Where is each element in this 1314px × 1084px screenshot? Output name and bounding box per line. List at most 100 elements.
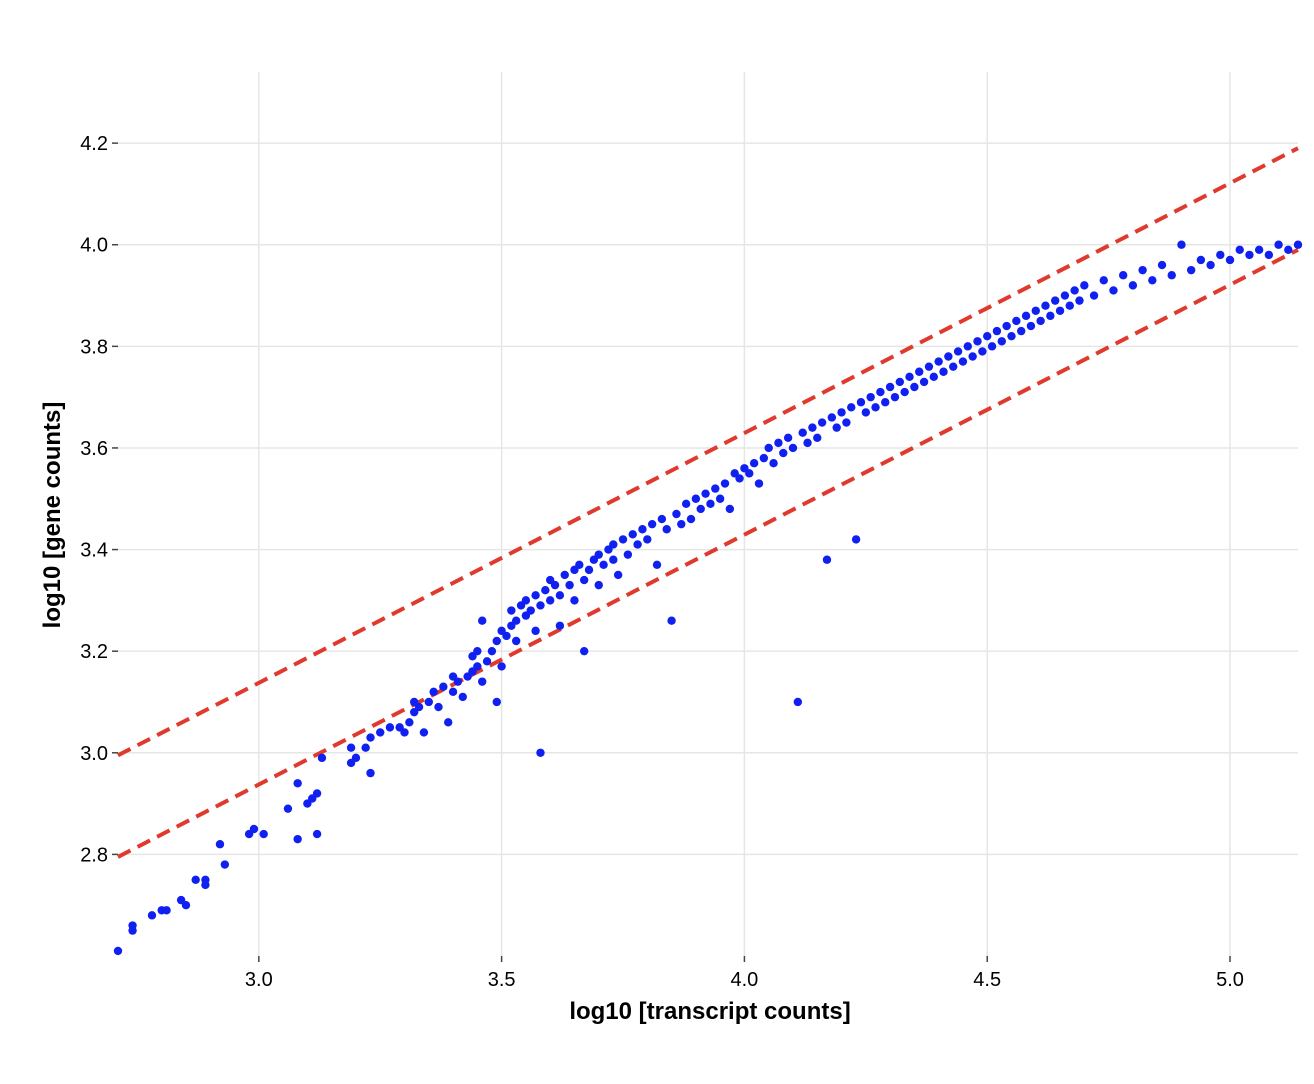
scatter-point bbox=[545, 596, 555, 605]
scatter-point bbox=[677, 519, 686, 529]
x-tick-label: 3.5 bbox=[488, 969, 516, 991]
scatter-point bbox=[439, 682, 448, 691]
scatter-point bbox=[958, 357, 968, 366]
scatter-point bbox=[934, 357, 943, 366]
scatter-point bbox=[473, 662, 482, 671]
scatter-point bbox=[1225, 255, 1235, 265]
scatter-point bbox=[910, 382, 919, 392]
scatter-point bbox=[1235, 245, 1244, 255]
scatter-point bbox=[1118, 271, 1128, 280]
scatter-point bbox=[895, 377, 905, 387]
scatter-point bbox=[788, 443, 798, 453]
scatter-point bbox=[1274, 240, 1283, 249]
scatter-point bbox=[560, 570, 569, 580]
data-points bbox=[113, 240, 1303, 956]
scatter-point bbox=[283, 804, 293, 813]
scatter-point bbox=[924, 362, 934, 371]
scatter-point bbox=[706, 499, 715, 509]
scatter-point bbox=[774, 438, 783, 448]
scatter-point bbox=[652, 560, 662, 570]
scatter-point bbox=[1216, 250, 1225, 260]
scatter-point bbox=[579, 646, 589, 656]
scatter-point bbox=[444, 718, 453, 727]
scatter-point bbox=[803, 438, 812, 448]
scatter-point bbox=[1051, 296, 1060, 305]
scatter-point bbox=[594, 580, 603, 590]
scatter-point bbox=[414, 702, 424, 712]
y-tick-label: 2.8 bbox=[80, 844, 108, 866]
scatter-point bbox=[783, 433, 793, 442]
scatter-point bbox=[919, 377, 929, 387]
scatter-point bbox=[953, 347, 963, 356]
scatter-point bbox=[657, 514, 667, 524]
scatter-point bbox=[579, 575, 589, 585]
scatter-point bbox=[851, 535, 861, 544]
scatter-point bbox=[1007, 331, 1016, 341]
scatter-point bbox=[808, 423, 817, 432]
scatter-point bbox=[623, 550, 633, 559]
scatter-point bbox=[735, 474, 744, 483]
x-tick-label: 4.0 bbox=[731, 969, 759, 991]
scatter-point bbox=[511, 636, 521, 646]
scatter-point bbox=[429, 687, 438, 697]
scatter-point bbox=[769, 458, 778, 468]
scatter-point bbox=[220, 860, 230, 869]
scatter-point bbox=[609, 555, 618, 564]
scatter-point bbox=[764, 443, 773, 453]
scatter-point bbox=[201, 875, 210, 884]
y-tick-label: 4.2 bbox=[80, 133, 108, 155]
y-tick-label: 4.0 bbox=[80, 235, 108, 257]
scatter-point bbox=[419, 728, 429, 737]
scatter-point bbox=[647, 519, 657, 529]
scatter-point bbox=[128, 921, 137, 930]
scatter-point bbox=[424, 697, 433, 707]
scatter-point bbox=[1284, 245, 1293, 255]
threshold-lines bbox=[117, 146, 1299, 859]
scatter-point bbox=[973, 337, 982, 346]
scatter-point bbox=[827, 413, 837, 422]
scatter-point bbox=[1264, 250, 1274, 260]
scatter-point bbox=[453, 677, 463, 686]
scatter-point bbox=[885, 382, 895, 392]
scatter-point bbox=[1254, 245, 1264, 255]
scatter-point bbox=[939, 367, 948, 376]
scatter-point bbox=[1080, 281, 1089, 290]
scatter-point bbox=[1245, 250, 1254, 260]
scatter-point bbox=[876, 387, 885, 397]
x-axis-title: log10 [transcript counts] bbox=[569, 998, 850, 1025]
scatter-point bbox=[638, 525, 647, 534]
scatter-point bbox=[963, 342, 972, 351]
scatter-point bbox=[492, 697, 501, 707]
scatter-point bbox=[376, 728, 385, 737]
scatter-point bbox=[832, 423, 841, 432]
scatter-point bbox=[618, 535, 628, 544]
scatter-point bbox=[405, 718, 414, 727]
scatter-point bbox=[147, 911, 157, 920]
scatter-point bbox=[997, 337, 1006, 346]
scatter-point bbox=[458, 692, 467, 702]
scatter-point bbox=[531, 626, 540, 636]
scatter-point bbox=[1065, 301, 1074, 310]
scatter-point bbox=[890, 392, 900, 402]
scatter-point bbox=[346, 743, 356, 752]
scatter-point bbox=[691, 494, 701, 503]
scatter-point bbox=[842, 418, 851, 427]
scatter-point bbox=[861, 408, 871, 417]
scatter-point bbox=[575, 560, 584, 570]
scatter-point bbox=[570, 596, 579, 605]
scatter-point bbox=[434, 702, 443, 712]
scatter-point bbox=[949, 362, 958, 371]
scatter-point bbox=[366, 733, 375, 742]
scatter-point bbox=[866, 392, 875, 402]
scatter-point bbox=[507, 606, 516, 615]
scatter-point bbox=[1036, 316, 1045, 326]
scatter-point bbox=[594, 550, 603, 559]
scatter-point bbox=[492, 636, 501, 646]
scatter-point bbox=[837, 408, 846, 417]
scatter-point bbox=[293, 779, 302, 788]
scatter-point bbox=[181, 900, 191, 910]
scatter-point bbox=[978, 347, 987, 356]
x-tick-label: 3.0 bbox=[245, 969, 273, 991]
scatter-point bbox=[1026, 321, 1036, 331]
